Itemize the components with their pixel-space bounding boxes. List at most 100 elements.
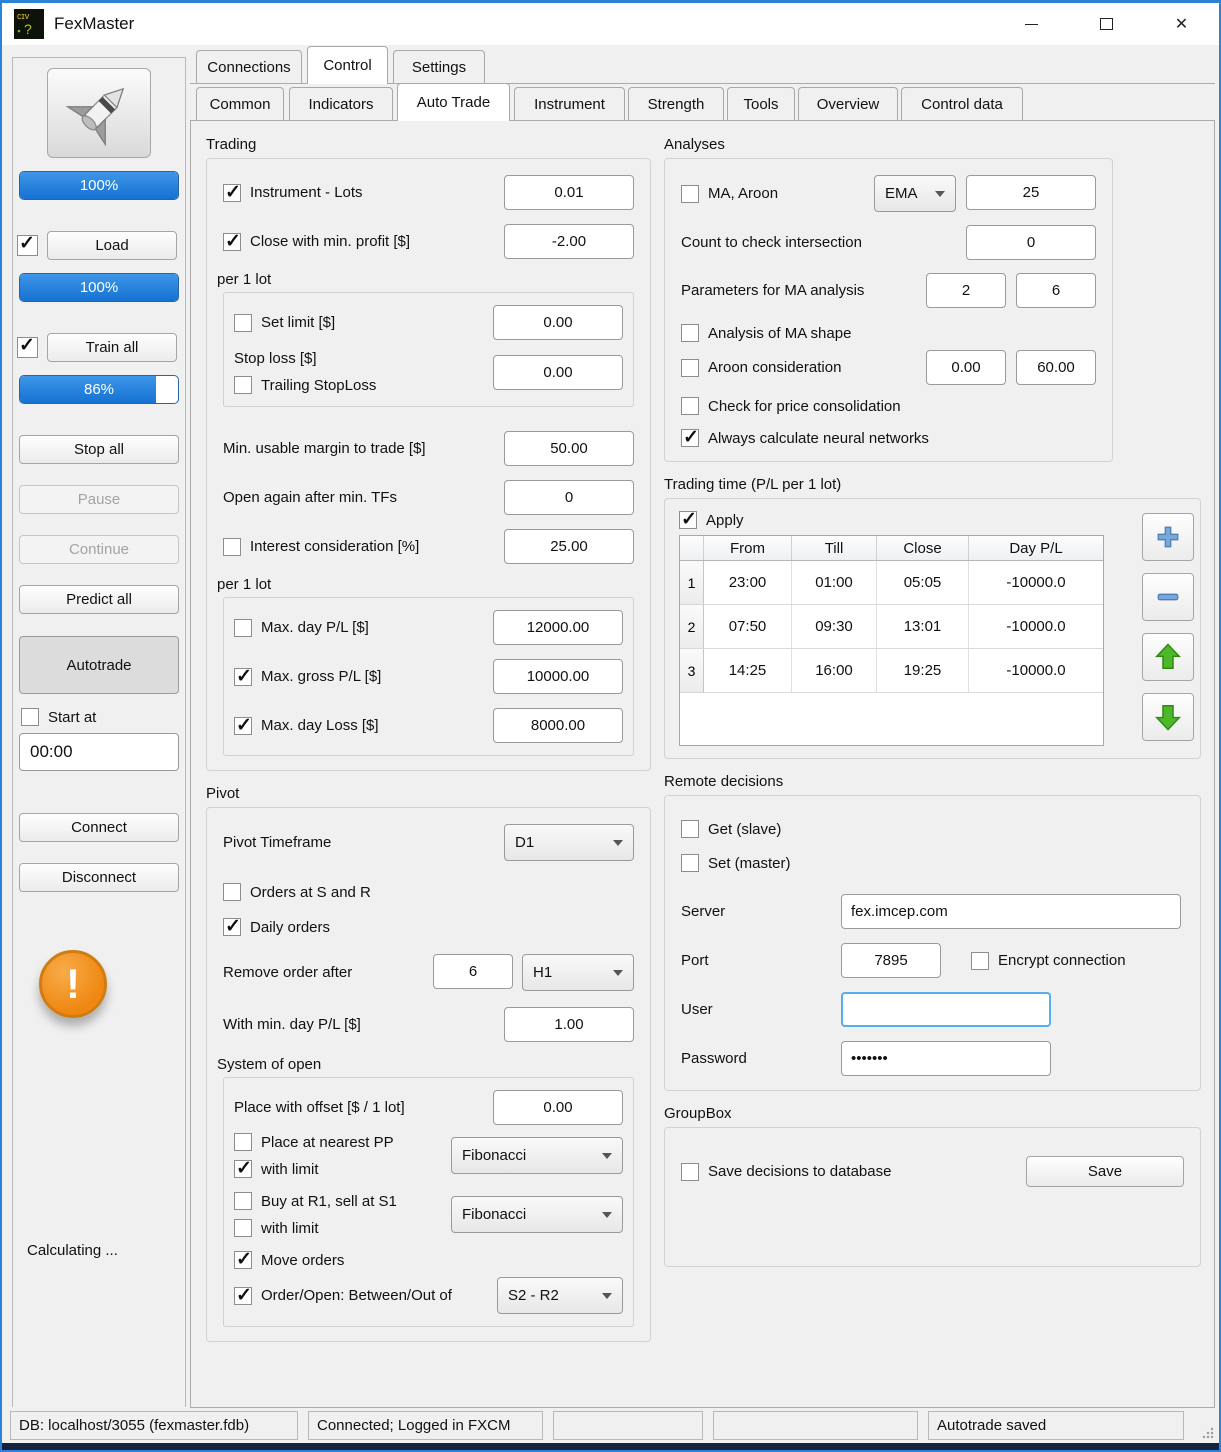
ma-shape-checkbox[interactable] xyxy=(681,324,699,342)
set-limit-checkbox[interactable] xyxy=(234,313,252,332)
move-orders-checkbox[interactable] xyxy=(234,1248,252,1271)
fibonacci1-select[interactable]: Fibonacci xyxy=(451,1137,623,1174)
instrument-lots-input[interactable] xyxy=(504,175,634,210)
min-day-pl-input[interactable] xyxy=(504,1007,634,1042)
cell-close[interactable]: 13:01 xyxy=(877,605,969,648)
max-day-loss-input[interactable] xyxy=(493,708,623,743)
cell-till[interactable]: 01:00 xyxy=(792,561,877,604)
tab-overview[interactable]: Overview xyxy=(798,87,898,120)
save-decisions-checkbox[interactable] xyxy=(681,1162,699,1181)
range-select[interactable]: S2 - R2 xyxy=(497,1277,623,1314)
ma-param2-input[interactable] xyxy=(1016,273,1096,308)
cell-day-pl[interactable]: -10000.0 xyxy=(1006,662,1066,679)
disconnect-button[interactable]: Disconnect xyxy=(19,863,179,892)
move-row-up-button[interactable] xyxy=(1142,633,1194,681)
close-min-profit-input[interactable] xyxy=(504,224,634,259)
cell-from[interactable]: 14:25 xyxy=(704,649,792,692)
pivot-timeframe-select[interactable]: D1 xyxy=(504,824,634,861)
start-at-checkbox[interactable] xyxy=(21,708,39,726)
remove-order-tf-select[interactable]: H1 xyxy=(522,954,634,991)
start-time-input[interactable] xyxy=(20,734,178,770)
order-open-checkbox[interactable] xyxy=(234,1284,252,1307)
password-input[interactable] xyxy=(841,1041,1051,1076)
col-header-close[interactable]: Close xyxy=(877,536,969,560)
maximize-button[interactable] xyxy=(1069,3,1144,45)
tab-connections[interactable]: Connections xyxy=(196,50,302,83)
train-checkbox[interactable] xyxy=(17,334,38,358)
encrypt-checkbox[interactable] xyxy=(971,951,989,970)
instrument-lots-checkbox[interactable] xyxy=(223,181,241,204)
close-min-profit-checkbox[interactable] xyxy=(223,230,241,253)
pause-button[interactable]: Pause xyxy=(19,485,179,514)
open-again-input[interactable] xyxy=(504,480,634,515)
tab-common[interactable]: Common xyxy=(196,87,284,120)
set-limit-input[interactable] xyxy=(493,305,623,340)
min-margin-input[interactable] xyxy=(504,431,634,466)
row-header[interactable]: 2 xyxy=(680,605,704,648)
ma-type-select[interactable]: EMA xyxy=(874,175,956,212)
max-day-pl-input[interactable] xyxy=(493,610,623,645)
tab-settings[interactable]: Settings xyxy=(393,50,485,83)
aroon-value1-input[interactable] xyxy=(926,350,1006,385)
orders-sr-checkbox[interactable] xyxy=(223,883,241,901)
tab-control[interactable]: Control xyxy=(307,46,388,84)
table-row[interactable]: 3 14:25 16:00 19:25 -10000.0 xyxy=(680,649,1103,693)
rocket-button[interactable] xyxy=(47,68,151,158)
price-consolidation-checkbox[interactable] xyxy=(681,397,699,415)
set-master-checkbox[interactable] xyxy=(681,854,699,872)
remove-order-count-input[interactable] xyxy=(433,954,513,989)
predict-all-button[interactable]: Predict all xyxy=(19,585,179,614)
get-slave-checkbox[interactable] xyxy=(681,820,699,838)
trailing-stoploss-checkbox[interactable] xyxy=(234,376,252,394)
user-input[interactable] xyxy=(841,992,1051,1027)
continue-button[interactable]: Continue xyxy=(19,535,179,564)
tab-indicators[interactable]: Indicators xyxy=(289,87,393,120)
stop-loss-input[interactable] xyxy=(493,354,623,390)
table-row[interactable]: 2 07:50 09:30 13:01 -10000.0 xyxy=(680,605,1103,649)
count-intersection-input[interactable] xyxy=(966,225,1096,260)
autotrade-button[interactable]: Autotrade xyxy=(19,636,179,694)
cell-from[interactable]: 23:00 xyxy=(704,561,792,604)
row-header[interactable]: 3 xyxy=(680,649,704,692)
neural-networks-checkbox[interactable] xyxy=(681,426,699,449)
buy-r1-checkbox[interactable] xyxy=(234,1192,252,1210)
row-header[interactable]: 1 xyxy=(680,561,704,604)
cell-from[interactable]: 07:50 xyxy=(704,605,792,648)
col-header-from[interactable]: From xyxy=(704,536,792,560)
load-button[interactable]: Load xyxy=(47,231,177,260)
remove-row-button[interactable] xyxy=(1142,573,1194,621)
with-limit1-checkbox[interactable] xyxy=(234,1157,252,1180)
max-gross-pl-input[interactable] xyxy=(493,659,623,694)
ma-aroon-checkbox[interactable] xyxy=(681,184,699,203)
resize-grip[interactable] xyxy=(1199,1424,1215,1440)
fibonacci2-select[interactable]: Fibonacci xyxy=(451,1196,623,1233)
cell-day-pl[interactable]: -10000.0 xyxy=(1006,574,1066,591)
tab-control-data[interactable]: Control data xyxy=(901,87,1023,120)
load-checkbox[interactable] xyxy=(17,232,38,256)
ma-param1-input[interactable] xyxy=(926,273,1006,308)
tab-tools[interactable]: Tools xyxy=(727,87,795,120)
connect-button[interactable]: Connect xyxy=(19,813,179,842)
max-day-pl-checkbox[interactable] xyxy=(234,618,252,637)
port-input[interactable] xyxy=(841,943,941,978)
close-button[interactable]: ✕ xyxy=(1144,3,1219,45)
aroon-consideration-checkbox[interactable] xyxy=(681,358,699,377)
interest-input[interactable] xyxy=(504,529,634,564)
cell-till[interactable]: 09:30 xyxy=(792,605,877,648)
apply-checkbox[interactable] xyxy=(679,508,697,531)
tab-strength[interactable]: Strength xyxy=(628,87,724,120)
add-row-button[interactable] xyxy=(1142,513,1194,561)
col-header-day-pl[interactable]: Day P/L xyxy=(1009,539,1063,557)
cell-day-pl[interactable]: -10000.0 xyxy=(1006,618,1066,635)
interest-checkbox[interactable] xyxy=(223,537,241,556)
move-row-down-button[interactable] xyxy=(1142,693,1194,741)
offset-input[interactable] xyxy=(493,1090,623,1125)
save-button[interactable]: Save xyxy=(1026,1156,1184,1187)
cell-close[interactable]: 05:05 xyxy=(877,561,969,604)
with-limit2-checkbox[interactable] xyxy=(234,1219,252,1237)
ma-period-input[interactable] xyxy=(966,175,1096,210)
col-header-till[interactable]: Till xyxy=(792,536,877,560)
nearest-pp-checkbox[interactable] xyxy=(234,1133,252,1151)
train-all-button[interactable]: Train all xyxy=(47,333,177,362)
tab-auto-trade[interactable]: Auto Trade xyxy=(397,83,510,121)
